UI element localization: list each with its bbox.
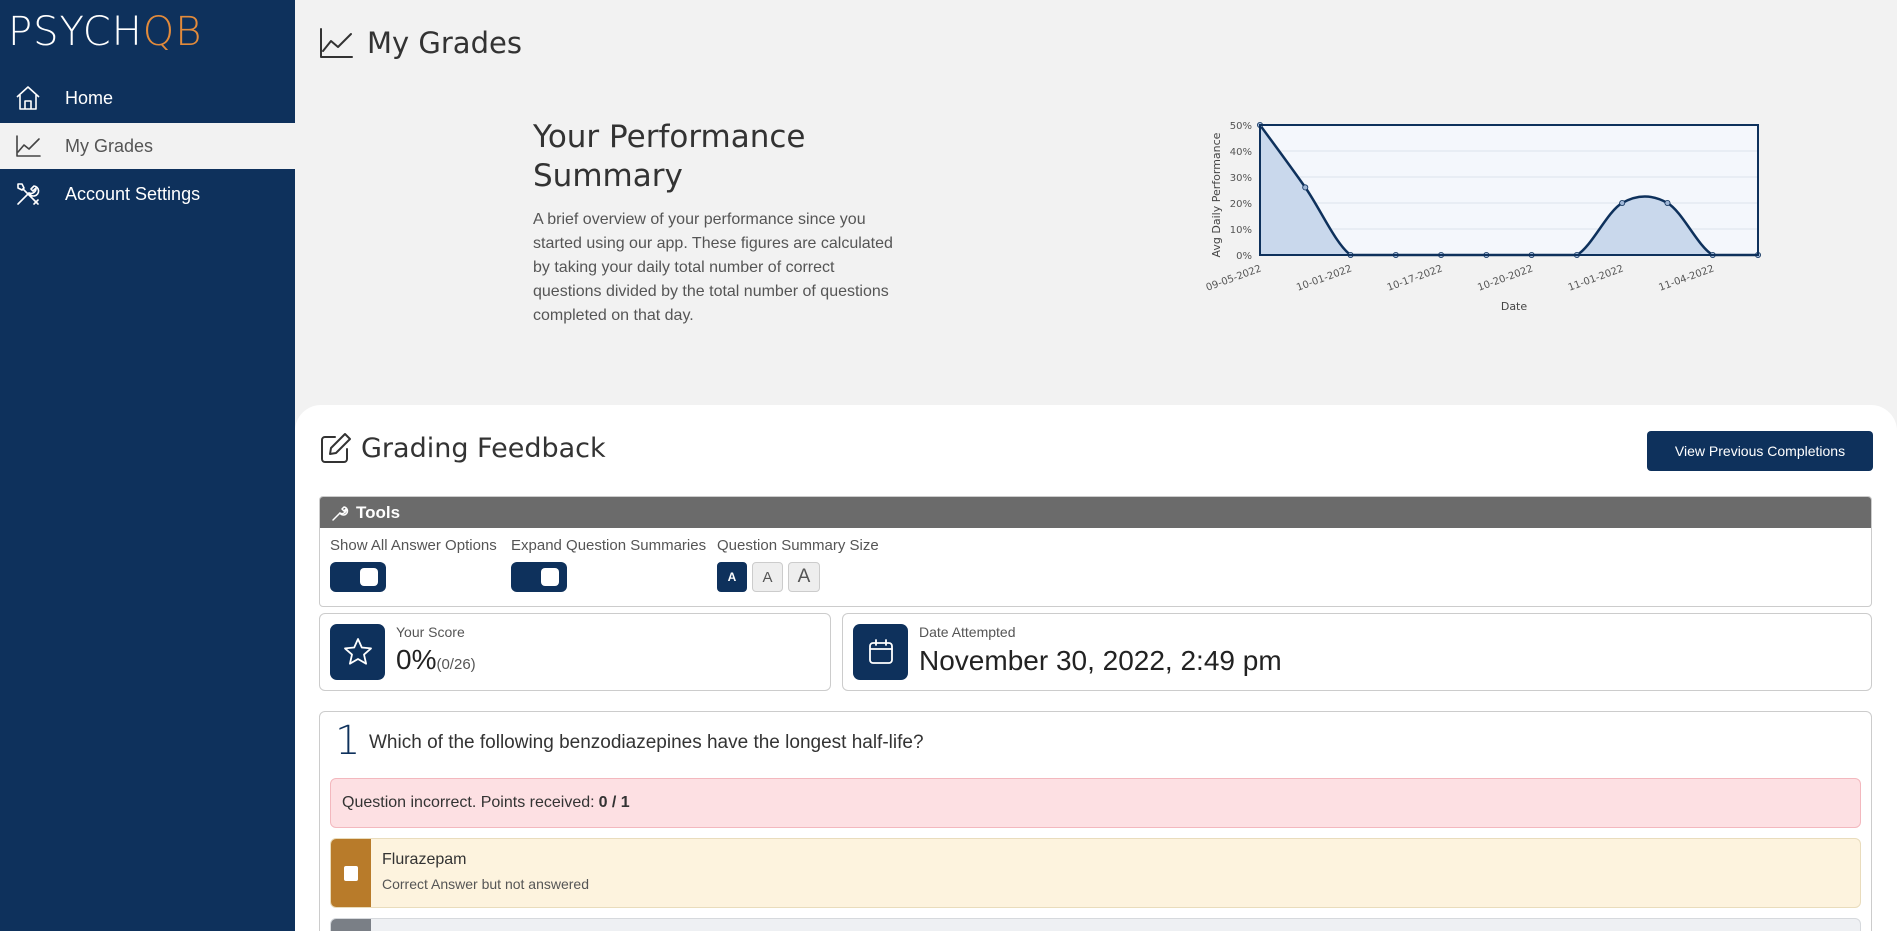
score-value-wrap: 0%(0/26): [396, 644, 476, 676]
date-card: Date Attempted November 30, 2022, 2:49 p…: [842, 613, 1872, 691]
answer-marker: [331, 839, 371, 907]
y-tick-label: 10%: [1230, 225, 1252, 236]
question-number: 1: [335, 718, 361, 764]
y-tick-label: 20%: [1230, 199, 1252, 210]
y-tick-label: 0%: [1236, 251, 1252, 262]
size-medium-button[interactable]: A: [752, 562, 783, 592]
score-card: Your Score 0%(0/26): [319, 613, 831, 691]
y-tick-label: 40%: [1230, 147, 1252, 158]
grading-feedback-panel: Grading Feedback View Previous Completio…: [295, 405, 1897, 931]
expand-question-summaries-toggle[interactable]: [511, 562, 567, 592]
performance-chart-svg: 0% 10% 20% 30% 40% 50% 09-05-2022 10-01-2022 10-…: [1205, 121, 1762, 313]
performance-chart: 0% 10% 20% 30% 40% 50% 09-05-2022 10-01-2022 10-…: [1105, 108, 1805, 358]
sidebar-item-label: Account Settings: [65, 183, 201, 204]
summary-title: Your Performance Summary: [533, 119, 806, 194]
date-value: November 30, 2022, 2:49 pm: [919, 645, 1282, 676]
score-value: 0%: [396, 644, 437, 675]
answer-option[interactable]: [330, 918, 1861, 931]
logo-part-psych: PSYCH: [8, 9, 143, 55]
score-label: Your Score: [396, 624, 465, 640]
x-tick-label: 10-20-2022: [1476, 263, 1534, 293]
page-title: My Grades: [367, 26, 522, 60]
show-all-answer-options-label: Show All Answer Options: [330, 537, 497, 554]
alert-points: 0 / 1: [598, 794, 630, 811]
toggle-knob: [360, 568, 378, 586]
sidebar: PSYCHQB Home My Grades Account Settings: [0, 0, 295, 931]
alert-text: Question incorrect. Points received:: [342, 794, 595, 811]
show-all-answer-options-group: Show All Answer Options: [330, 537, 497, 592]
star-icon: [330, 624, 385, 680]
data-point: [1664, 200, 1671, 207]
sidebar-item-home[interactable]: Home: [0, 75, 295, 121]
x-tick-label: 10-01-2022: [1295, 263, 1353, 293]
wrench-icon: [330, 503, 350, 523]
grading-feedback-header: Grading Feedback: [319, 431, 606, 465]
y-axis-label: Avg Daily Performance: [1210, 132, 1223, 257]
sidebar-item-my-grades[interactable]: My Grades: [0, 123, 295, 169]
size-buttons: A A A: [717, 562, 879, 592]
tools-panel: Tools Show All Answer Options Expand Que…: [319, 496, 1872, 607]
expand-question-summaries-group: Expand Question Summaries: [511, 537, 706, 592]
question-text: Which of the following benzodiazepines h…: [369, 732, 924, 753]
x-tick-label: 09-05-2022: [1205, 263, 1263, 293]
answer-option[interactable]: Flurazepam Correct Answer but not answer…: [330, 838, 1861, 908]
y-tick-label: 30%: [1230, 173, 1252, 184]
logo-part-qb: QB: [142, 9, 203, 55]
x-tick-label: 11-01-2022: [1567, 263, 1625, 293]
sidebar-item-account-settings[interactable]: Account Settings: [0, 171, 295, 217]
data-point: [1619, 200, 1626, 207]
expand-question-summaries-label: Expand Question Summaries: [511, 537, 707, 554]
y-tick-label: 50%: [1230, 121, 1252, 132]
x-tick-label: 10-17-2022: [1386, 263, 1444, 293]
question-card: 1 Which of the following benzodiazepines…: [319, 711, 1872, 931]
question-summary-size-label: Question Summary Size: [717, 537, 879, 554]
tools-header: Tools: [320, 497, 1871, 528]
performance-summary: Your Performance Summary A brief overvie…: [533, 118, 893, 328]
size-small-button[interactable]: A: [717, 562, 747, 592]
question-summary-size-group: Question Summary Size A A A: [717, 537, 879, 592]
area-fill: [1260, 125, 1758, 255]
main-content: My Grades Your Performance Summary A bri…: [295, 0, 1897, 931]
tools-title: Tools: [356, 502, 401, 522]
view-previous-completions-button[interactable]: View Previous Completions: [1647, 431, 1873, 471]
calendar-icon: [853, 624, 908, 680]
x-tick-label: 11-04-2022: [1657, 263, 1715, 293]
question-result-alert: Question incorrect. Points received: 0 /…: [330, 778, 1861, 828]
score-fraction: (0/26): [436, 656, 476, 673]
date-label: Date Attempted: [919, 624, 1016, 640]
edit-icon: [319, 431, 353, 465]
home-icon: [13, 83, 43, 113]
answer-status: Correct Answer but not answered: [382, 876, 589, 892]
summary-description: A brief overview of your performance sin…: [533, 211, 893, 324]
page-header: My Grades: [317, 24, 522, 62]
data-point: [1302, 184, 1309, 191]
x-axis-label: Date: [1501, 300, 1528, 313]
line-chart-icon: [317, 24, 355, 62]
answer-marker: [331, 919, 371, 931]
grading-feedback-title: Grading Feedback: [361, 432, 606, 464]
size-large-button[interactable]: A: [788, 562, 820, 592]
plot-border: [1259, 124, 1759, 256]
show-all-answer-options-toggle[interactable]: [330, 562, 386, 592]
sidebar-item-label: Home: [65, 87, 114, 108]
sidebar-item-label: My Grades: [65, 135, 154, 156]
brand-logo[interactable]: PSYCHQB: [8, 10, 202, 54]
tools-icon: [13, 179, 43, 209]
line-chart-icon: [13, 131, 43, 161]
toggle-knob: [541, 568, 559, 586]
answer-label: Flurazepam: [382, 851, 467, 868]
answer-checkbox[interactable]: [344, 865, 358, 881]
